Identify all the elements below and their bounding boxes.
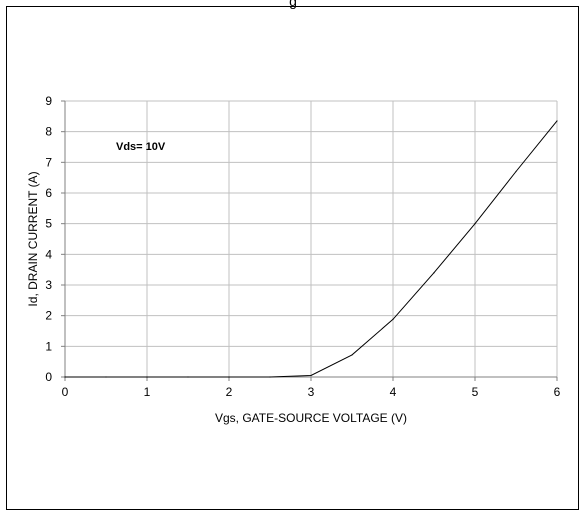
data-point: [556, 120, 558, 122]
x-tick-label-5: 5: [472, 385, 479, 399]
tick-labels: 0 1 2 3 4 5 6 0 1 2 3 4 5 6 7 8 9: [45, 94, 560, 399]
x-tick-label-2: 2: [226, 385, 233, 399]
data-point: [474, 223, 476, 225]
data-point: [269, 376, 271, 378]
y-tick-label-5: 5: [45, 217, 52, 231]
x-tick-label-6: 6: [554, 385, 561, 399]
series-layer: [64, 120, 558, 378]
data-point: [187, 376, 189, 378]
y-tick-label-7: 7: [45, 155, 52, 169]
y-axis-label: Id, DRAIN CURRENT (A): [26, 171, 40, 306]
chart-title-fragment: g: [0, 0, 586, 12]
chart-title: g: [289, 0, 297, 9]
data-point: [228, 376, 230, 378]
data-point: [351, 354, 353, 356]
data-point: [64, 376, 66, 378]
x-tick-label-0: 0: [62, 385, 69, 399]
grid-lines: [65, 100, 558, 377]
y-tick-label-8: 8: [45, 125, 52, 139]
y-tick-label-2: 2: [45, 309, 52, 323]
data-point: [392, 318, 394, 320]
y-tick-label-1: 1: [45, 339, 52, 353]
x-tick-label-4: 4: [390, 385, 397, 399]
annotation-vds: Vds= 10V: [116, 141, 166, 153]
data-point: [105, 376, 107, 378]
data-point: [515, 170, 517, 173]
chart-frame: [6, 6, 579, 510]
data-point: [433, 272, 435, 274]
data-point: [146, 376, 148, 378]
y-tick-label-9: 9: [45, 94, 52, 108]
y-tick-label-4: 4: [45, 247, 52, 261]
y-tick-label-3: 3: [45, 278, 52, 292]
y-tick-label-0: 0: [45, 370, 52, 384]
data-point: [310, 374, 312, 377]
y-tick-label-6: 6: [45, 186, 52, 200]
x-tick-label-1: 1: [144, 385, 151, 399]
x-axis-label: Vgs, GATE-SOURCE VOLTAGE (V): [215, 411, 407, 425]
x-tick-label-3: 3: [308, 385, 315, 399]
